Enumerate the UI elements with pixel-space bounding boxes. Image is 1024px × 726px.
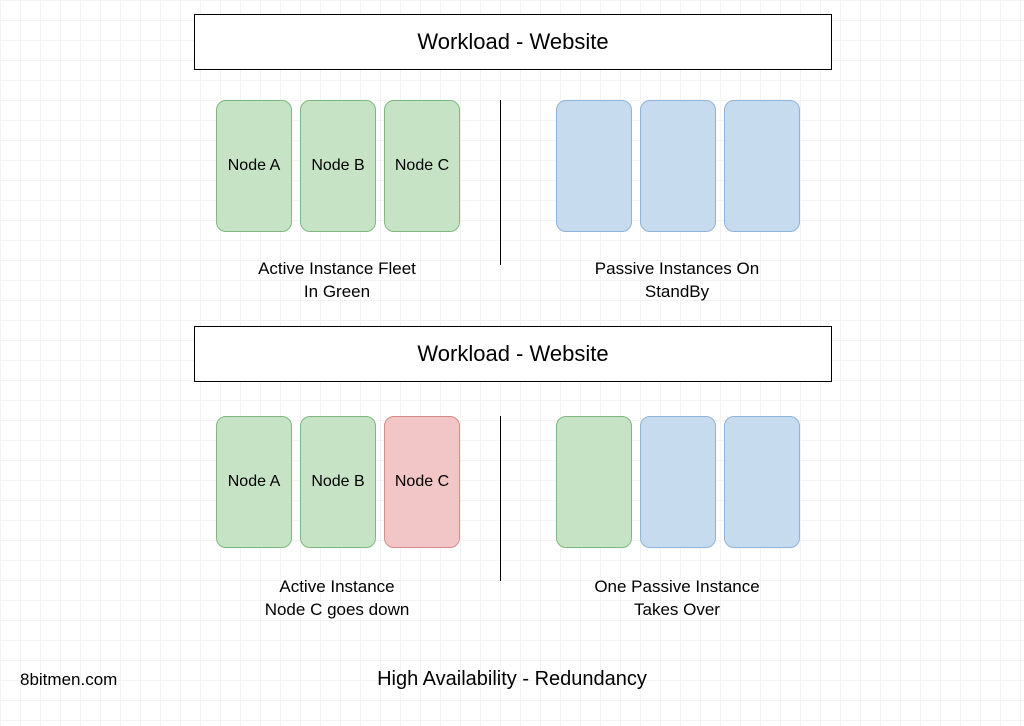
section2-right-node-2 xyxy=(640,416,716,548)
watermark: 8bitmen.com xyxy=(20,670,117,690)
section2-left-node-b: Node B xyxy=(300,416,376,548)
section2-right-node-1 xyxy=(556,416,632,548)
section1-right-node-1 xyxy=(556,100,632,232)
section2-divider xyxy=(500,416,501,581)
section2-left-node-c: Node C xyxy=(384,416,460,548)
section1-left-caption: Active Instance Fleet In Green xyxy=(216,258,458,304)
section1-header-label: Workload - Website xyxy=(417,29,608,55)
section1-header: Workload - Website xyxy=(194,14,832,70)
section2-left-node-a: Node A xyxy=(216,416,292,548)
section1-left-node-b: Node B xyxy=(300,100,376,232)
section1-right-caption: Passive Instances On StandBy xyxy=(556,258,798,304)
section1-left-node-c: Node C xyxy=(384,100,460,232)
section1-left-node-a-label: Node A xyxy=(228,156,280,176)
section2-left-caption: Active Instance Node C goes down xyxy=(216,576,458,622)
footer-title: High Availability - Redundancy xyxy=(300,668,724,691)
section2-left-node-b-label: Node B xyxy=(311,472,364,492)
section1-left-node-b-label: Node B xyxy=(311,156,364,176)
section2-header-label: Workload - Website xyxy=(417,341,608,367)
section1-divider xyxy=(500,100,501,265)
section1-right-node-2 xyxy=(640,100,716,232)
section2-left-node-c-label: Node C xyxy=(395,472,449,492)
section2-right-node-3 xyxy=(724,416,800,548)
section1-right-node-3 xyxy=(724,100,800,232)
section1-left-node-c-label: Node C xyxy=(395,156,449,176)
section2-right-caption: One Passive Instance Takes Over xyxy=(556,576,798,622)
section1-left-node-a: Node A xyxy=(216,100,292,232)
section2-left-node-a-label: Node A xyxy=(228,472,280,492)
section2-header: Workload - Website xyxy=(194,326,832,382)
